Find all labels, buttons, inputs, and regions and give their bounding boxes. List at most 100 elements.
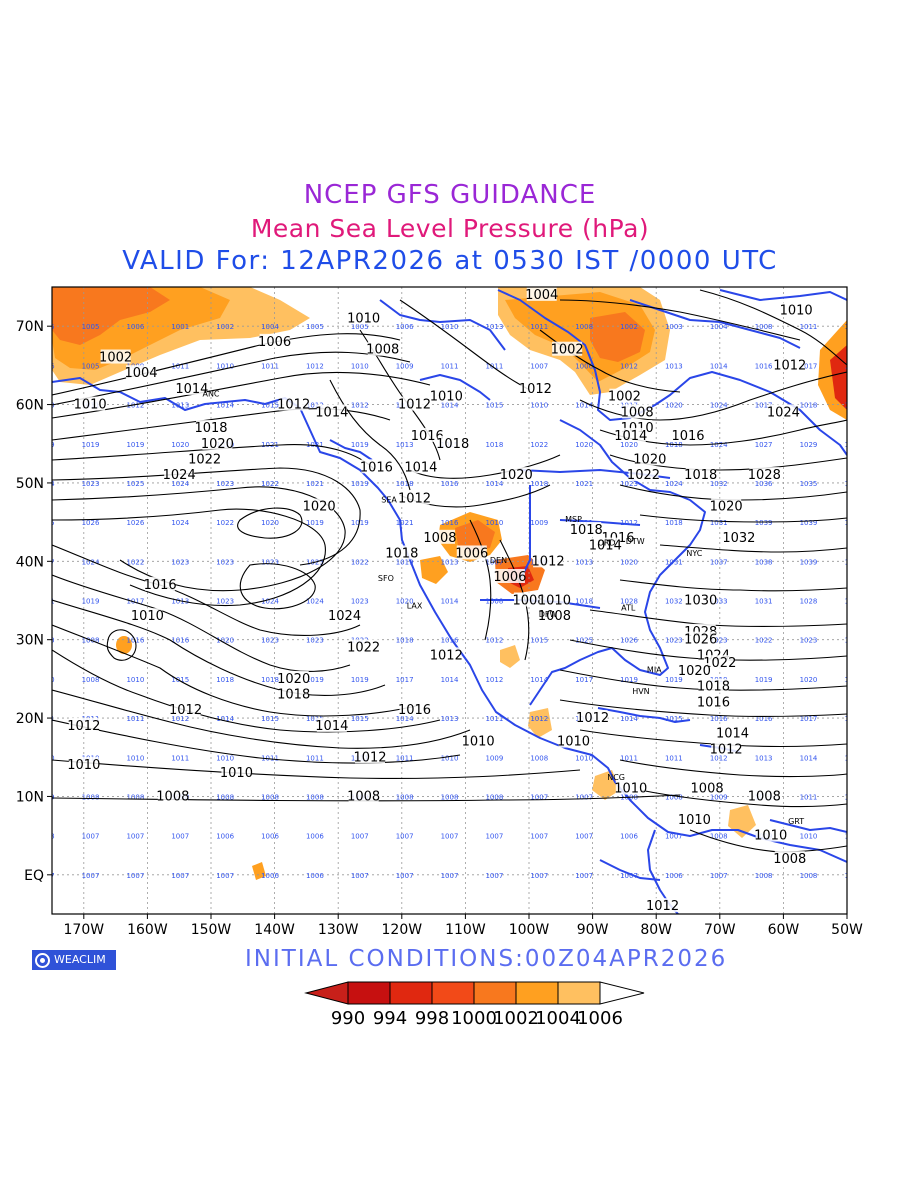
isobar-label: 1012 — [576, 711, 609, 726]
station-value: 1006 — [261, 833, 279, 841]
isobar-label-bg — [367, 341, 398, 356]
station-value: 1021 — [306, 480, 324, 488]
isobar-label: 1018 — [697, 680, 730, 695]
station-value: 1009 — [396, 362, 414, 370]
title-valid-time: VALID For: 12APR2026 at 0530 IST /0000 U… — [122, 246, 778, 276]
isobar-label: 1020 — [500, 468, 533, 483]
isobar-label: 1008 — [691, 782, 724, 797]
station-value: 1039 — [800, 558, 818, 566]
isobar-label: 1010 — [754, 829, 787, 844]
logo-text: WEACLIM — [54, 953, 106, 966]
lon-label: 140W — [254, 922, 295, 938]
station-value: 1014 — [441, 676, 459, 684]
station-value: 1014 — [530, 676, 548, 684]
station-value: 1011 — [306, 754, 324, 762]
station-value: 1006 — [306, 833, 324, 841]
station-value: 1006 — [575, 362, 593, 370]
isobar-label-bg — [539, 608, 570, 623]
station-value: 1023 — [216, 598, 234, 606]
lon-label: 60W — [768, 922, 800, 938]
station-value: 1012 — [306, 402, 324, 410]
station-value: 1010 — [441, 323, 459, 331]
station-value: 1024 — [710, 402, 728, 410]
lat-label: 70N — [16, 319, 44, 335]
station-value: 1018 — [261, 676, 279, 684]
station-value: 1017 — [575, 676, 593, 684]
station-value: 1010 — [575, 754, 593, 762]
isobar-label-bg — [196, 420, 226, 435]
isobar-label-bg — [494, 568, 525, 583]
station-value: 1015 — [306, 715, 324, 723]
city-code: SEA — [381, 496, 397, 505]
station-value: 1015 — [261, 402, 279, 410]
isobar-label: 1010 — [430, 390, 463, 405]
isobar-label-bg — [304, 498, 335, 513]
station-value: 1007 — [665, 833, 683, 841]
lat-label: 10N — [16, 789, 44, 805]
isobar-label-bg — [75, 396, 106, 411]
station-value: 1011 — [844, 872, 862, 880]
station-value: 1021 — [396, 519, 414, 527]
station-value: 1019 — [82, 441, 100, 449]
isobar-label-bg — [539, 592, 570, 607]
isobar-label: 1018 — [277, 688, 310, 703]
station-value: 1007 — [441, 872, 459, 880]
station-value: 1008 — [82, 793, 100, 801]
station-value: 1011 — [171, 362, 189, 370]
station-value: 1014 — [575, 402, 593, 410]
station-value: 1004 — [261, 323, 279, 331]
station-value: 1008 — [575, 323, 593, 331]
station-value: 1016 — [710, 715, 728, 723]
station-value: 1010 — [485, 519, 503, 527]
station-value: 1007 — [441, 833, 459, 841]
isobar-label-bg — [463, 733, 494, 748]
isobar-label-bg — [259, 333, 290, 348]
station-value: 1019 — [306, 519, 324, 527]
station-value: 1007 — [351, 833, 369, 841]
station-value: 1011 — [171, 754, 189, 762]
isobar-label-bg — [189, 451, 220, 466]
station-value: 1018 — [216, 676, 234, 684]
isobar-label-bg — [711, 741, 742, 756]
station-value: 1020 — [844, 676, 862, 684]
station-value: 1021 — [37, 598, 55, 606]
station-value: 1010 — [216, 754, 234, 762]
station-value: 1005 — [37, 323, 55, 331]
lon-label: 120W — [382, 922, 423, 938]
isobar-label: 1012 — [519, 382, 552, 397]
lat-label: 20N — [16, 711, 44, 727]
station-value: 1028 — [800, 598, 818, 606]
station-value: 1008 — [710, 833, 728, 841]
station-value: 1012 — [620, 519, 638, 527]
isobar-label: 1018 — [436, 437, 469, 452]
station-value: 1033 — [710, 598, 728, 606]
isobar-label: 1012 — [710, 742, 743, 757]
station-value: 1018 — [396, 637, 414, 645]
isobar-label: 1010 — [557, 735, 590, 750]
station-value: 1009 — [37, 793, 55, 801]
station-value: 1013 — [441, 558, 459, 566]
isobar-label: 1026 — [684, 633, 717, 648]
station-value: 1007 — [485, 872, 503, 880]
station-value: 1025 — [844, 598, 862, 606]
isobar-label: 1008 — [512, 594, 545, 609]
station-value: 1039 — [755, 519, 773, 527]
station-value: 1015 — [261, 715, 279, 723]
isobar-label: 1012 — [353, 750, 386, 765]
station-value: 1020 — [665, 402, 683, 410]
station-value: 1012 — [844, 793, 862, 801]
lon-label: 110W — [445, 922, 486, 938]
title-variable: Mean Sea Level Pressure (hPa) — [250, 214, 650, 243]
isobar-label: 1014 — [175, 382, 208, 397]
lat-label: 60N — [16, 398, 44, 414]
isobar-label: 1012 — [277, 398, 310, 413]
station-value: 1012 — [485, 637, 503, 645]
isobar-label-bg — [755, 827, 786, 842]
station-value: 1014 — [710, 362, 728, 370]
isobar-label: 1002 — [551, 343, 584, 358]
isobar-label: 1010 — [220, 766, 253, 781]
isobar-label-bg — [126, 365, 157, 380]
isobar-label-bg — [558, 733, 589, 748]
station-value: 1014 — [216, 402, 234, 410]
station-value: 1019 — [37, 441, 55, 449]
